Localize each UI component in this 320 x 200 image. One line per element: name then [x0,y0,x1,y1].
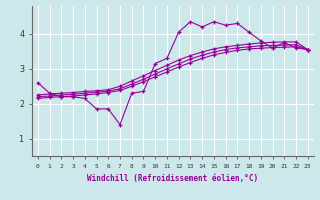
X-axis label: Windchill (Refroidissement éolien,°C): Windchill (Refroidissement éolien,°C) [87,174,258,183]
